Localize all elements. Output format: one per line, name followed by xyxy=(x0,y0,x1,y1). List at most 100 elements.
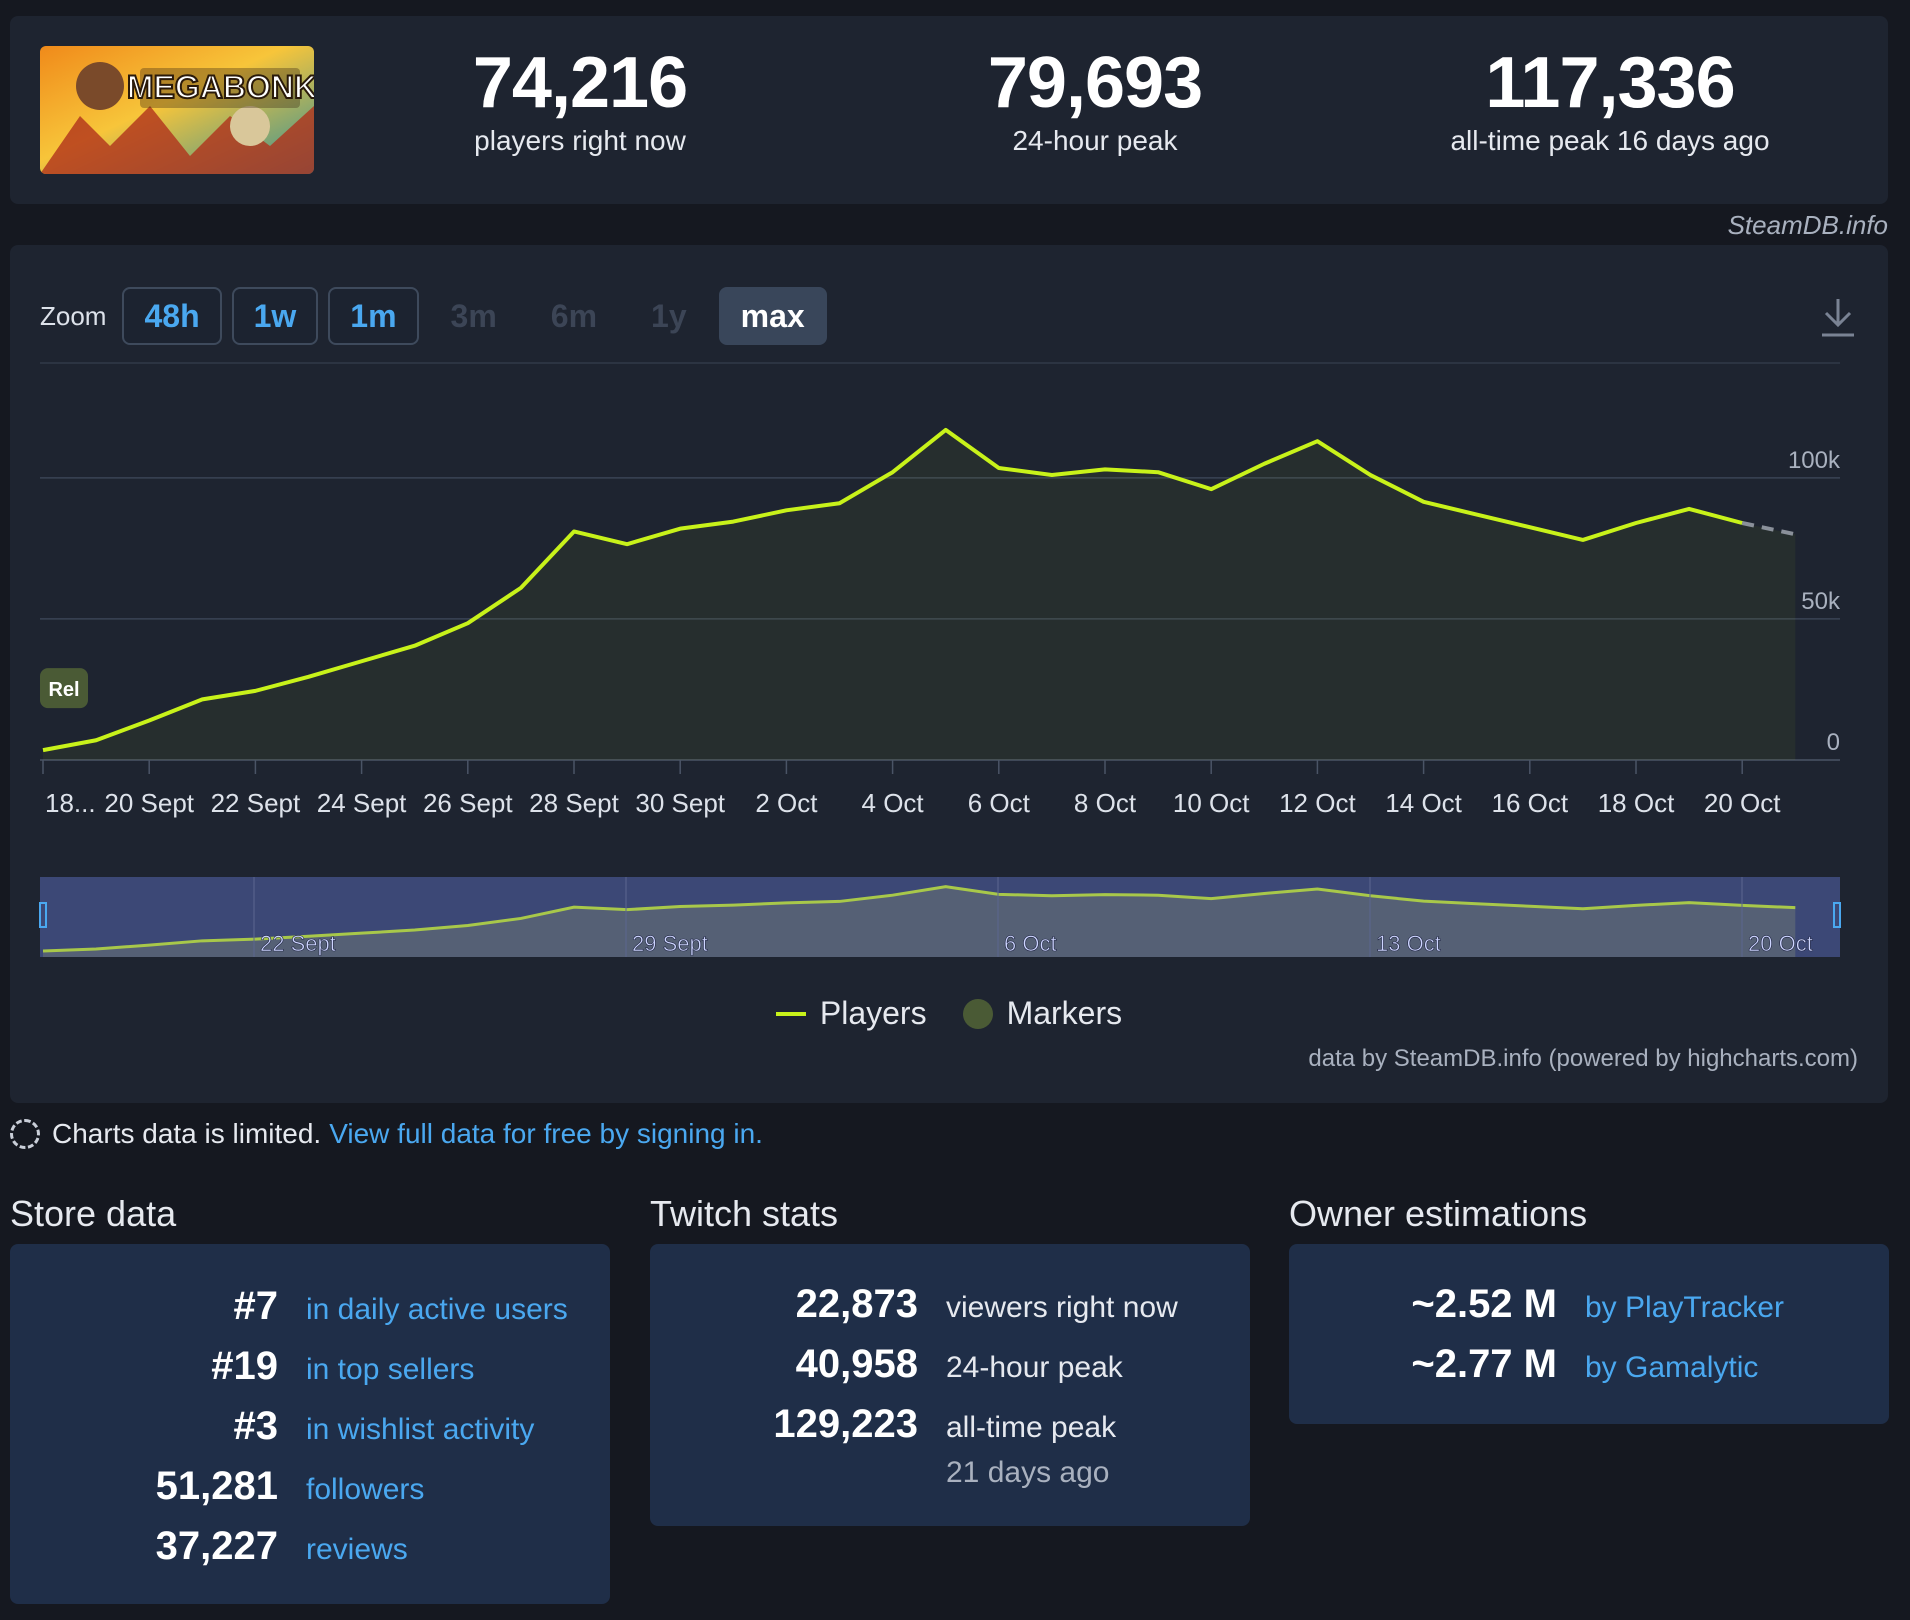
y-tick-label: 0 xyxy=(1827,729,1840,756)
legend-players[interactable]: Players xyxy=(775,995,927,1032)
navigator-label: 29 Sept xyxy=(632,931,708,956)
game-logo-text: MEGABONK xyxy=(127,69,314,105)
zoom-48h-button[interactable]: 48h xyxy=(122,287,222,345)
twitch-row-value: 129,223 xyxy=(773,1402,918,1446)
player-chart-card: 0 50k 100k 18... 20 Sept 22 Sept 24 Sept 26 Sep… xyxy=(10,245,1888,1103)
current-players-value: 74,216 xyxy=(472,43,688,123)
x-tick-label: 10 Oct xyxy=(1173,788,1250,818)
player-stats-header: MEGABONK 74,216 players right now 79,693… xyxy=(10,16,1888,204)
zoom-6m-button: 6m xyxy=(550,297,598,334)
x-tick-label: 8 Oct xyxy=(1074,788,1137,818)
player-chart[interactable]: 0 50k 100k 18... 20 Sept 22 Sept 24 Sept 26 Sep… xyxy=(10,245,1888,1103)
players-projected-line xyxy=(1741,521,1796,537)
legend-markers[interactable]: Markers xyxy=(962,995,1123,1032)
owner-row: ~2.77 M by Gamalytic xyxy=(1289,1342,1758,1387)
steamdb-watermark: SteamDB.info xyxy=(1727,210,1888,240)
owner-row: ~2.52 M by PlayTracker xyxy=(1289,1282,1784,1327)
x-tick-label: 20 Oct xyxy=(1704,788,1781,818)
twitch-row: 22,873 viewers right now xyxy=(650,1282,1178,1327)
owner-estimations-card: ~2.52 M by PlayTracker ~2.77 M by Gamaly… xyxy=(1289,1244,1889,1424)
x-tick-label: 22 Sept xyxy=(211,788,301,818)
peak-24h-value: 79,693 xyxy=(987,43,1203,123)
owner-row-link[interactable]: by Gamalytic xyxy=(1585,1351,1759,1384)
chart-credits[interactable]: data by SteamDB.info (powered by highcha… xyxy=(1308,1045,1858,1072)
twitch-row-label: viewers right now xyxy=(946,1291,1178,1324)
navigator-right-handle xyxy=(1833,902,1841,928)
store-row-value: #3 xyxy=(233,1404,279,1448)
x-tick-label: 2 Oct xyxy=(755,788,818,818)
current-players-label: players right now xyxy=(474,125,686,157)
x-tick-label: 28 Sept xyxy=(529,788,619,818)
twitch-row: 40,958 24-hour peak xyxy=(650,1342,1123,1387)
twitch-alltime-age: 21 days ago xyxy=(946,1456,1110,1489)
store-data-title: Store data xyxy=(10,1193,177,1234)
x-tick-label: 4 Oct xyxy=(862,788,925,818)
limited-data-notice: Charts data is limited. View full data f… xyxy=(10,1118,763,1150)
store-row-value: 51,281 xyxy=(155,1464,278,1508)
x-tick-label: 24 Sept xyxy=(317,788,407,818)
legend-markers-label: Markers xyxy=(1006,995,1123,1031)
store-row-link[interactable]: followers xyxy=(306,1473,425,1506)
x-tick-label: 14 Oct xyxy=(1385,788,1462,818)
store-row-value: 37,227 xyxy=(155,1524,278,1568)
store-row-link[interactable]: in daily active users xyxy=(306,1293,568,1326)
notice-text: Charts data is limited. xyxy=(52,1118,322,1149)
store-row: 51,281 followers xyxy=(10,1464,425,1509)
twitch-stats-card: 22,873 viewers right now 40,958 24-hour … xyxy=(650,1244,1250,1526)
release-marker xyxy=(40,668,88,709)
zoom-max-button[interactable]: max xyxy=(718,287,827,345)
store-row-link[interactable]: in wishlist activity xyxy=(306,1413,535,1446)
peak-24h-label: 24-hour peak xyxy=(1012,125,1178,157)
y-tick-label: 50k xyxy=(1801,588,1841,615)
legend-players-label: Players xyxy=(819,995,927,1031)
navigator-left-handle xyxy=(39,902,47,928)
navigator-label: 22 Sept xyxy=(260,931,336,956)
store-row-value: #7 xyxy=(233,1284,279,1328)
store-row-link[interactable]: in top sellers xyxy=(306,1353,475,1386)
x-tick-label: 12 Oct xyxy=(1279,788,1356,818)
zoom-1y-button: 1y xyxy=(651,297,687,334)
zoom-label: Zoom xyxy=(40,300,107,331)
zoom-1w-button[interactable]: 1w xyxy=(231,287,319,345)
zoom-toolbar: Zoom 48h 1w 1m 3m 6m 1y max xyxy=(40,287,837,345)
store-row: #3 in wishlist activity xyxy=(10,1404,535,1449)
markers-dot-swatch xyxy=(962,998,993,1029)
x-tick-label: 20 Sept xyxy=(104,788,194,818)
x-tick-label: 18... xyxy=(45,788,96,818)
x-tick-label: 26 Sept xyxy=(423,788,513,818)
y-tick-label: 100k xyxy=(1788,447,1841,474)
dashed-circle-icon xyxy=(10,1119,40,1149)
store-data-card: #7 in daily active users #19 in top sell… xyxy=(10,1244,610,1604)
store-row: #7 in daily active users xyxy=(10,1284,568,1329)
x-tick-label: 18 Oct xyxy=(1598,788,1675,818)
navigator-area xyxy=(43,886,1796,957)
x-tick-label: 30 Sept xyxy=(635,788,725,818)
x-tick-label: 16 Oct xyxy=(1492,788,1569,818)
twitch-stats-title: Twitch stats xyxy=(650,1193,839,1234)
store-row-link[interactable]: reviews xyxy=(306,1533,408,1566)
owner-estimations-title: Owner estimations xyxy=(1289,1193,1588,1234)
game-logo[interactable]: MEGABONK xyxy=(40,46,314,174)
twitch-row: 129,223 all-time peak xyxy=(650,1402,1116,1447)
navigator-line xyxy=(42,885,1796,953)
alltime-peak-label: all-time peak 16 days ago xyxy=(1450,125,1770,157)
owner-row-link[interactable]: by PlayTracker xyxy=(1585,1291,1784,1324)
twitch-row-value: 22,873 xyxy=(795,1282,918,1326)
store-row: #19 in top sellers xyxy=(10,1344,474,1389)
players-series-line xyxy=(42,427,1743,753)
chart-legend: Players Markers xyxy=(10,995,1888,1032)
twitch-row-value: 40,958 xyxy=(795,1342,918,1386)
peak-24h-stat: 79,693 24-hour peak xyxy=(930,43,1260,157)
sign-in-link[interactable]: View full data for free by signing in. xyxy=(329,1118,763,1149)
players-line-swatch xyxy=(775,1011,806,1016)
x-tick-label: 6 Oct xyxy=(968,788,1031,818)
store-row: 37,227 reviews xyxy=(10,1524,408,1569)
zoom-1m-button[interactable]: 1m xyxy=(328,287,419,345)
navigator-label: 13 Oct xyxy=(1376,931,1441,956)
owner-row-value: ~2.77 M xyxy=(1411,1342,1557,1386)
twitch-row-label: 24-hour peak xyxy=(946,1351,1123,1384)
players-area xyxy=(43,429,1796,760)
alltime-peak-stat: 117,336 all-time peak 16 days ago xyxy=(1410,43,1810,157)
owner-row-value: ~2.52 M xyxy=(1411,1282,1557,1326)
download-icon[interactable] xyxy=(1818,295,1858,339)
